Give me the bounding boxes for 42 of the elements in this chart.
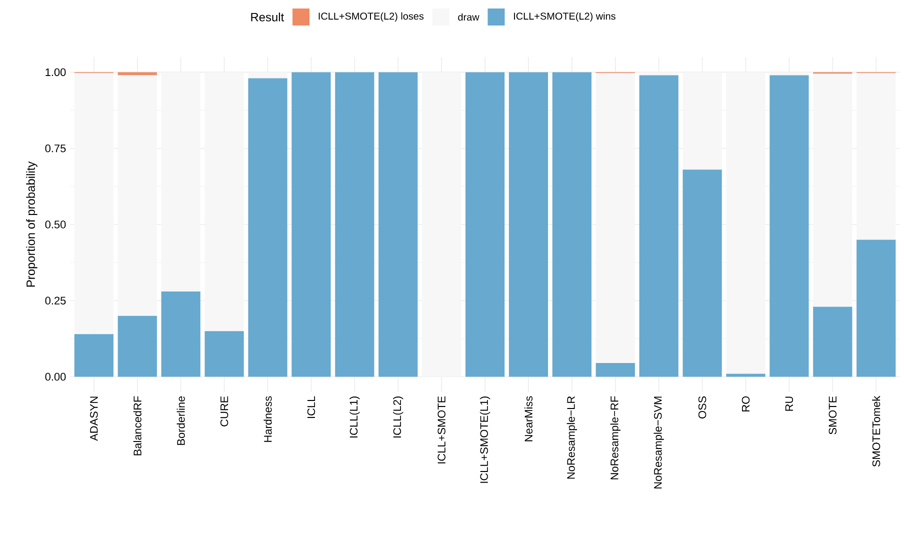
bar (292, 72, 331, 377)
x-tick-label: ICLL(L2) (393, 396, 404, 438)
x-tick-label: SMOTE (828, 396, 837, 434)
x-tick-label: NearMiss (524, 396, 532, 442)
x-tick-label: RU (785, 396, 794, 411)
bar (726, 374, 766, 377)
y-tick-label: 0.25 (45, 296, 66, 305)
y-tick-label: 1.00 (46, 68, 66, 76)
bar (204, 331, 244, 377)
x-tick-label: BalancedRF (133, 396, 142, 456)
x-tick-label: ICLL+SMOTE(L1) (480, 396, 490, 483)
bar (118, 316, 157, 377)
x-tick-label: ICLL+SMOTE (438, 396, 446, 464)
y-axis-title: Proportion of probability (26, 161, 38, 287)
x-tick-label: NoResample−SVM (654, 396, 664, 488)
bar (596, 363, 635, 377)
legend-title: Result (251, 12, 284, 22)
bar (508, 72, 548, 377)
legend-label: draw (458, 13, 480, 21)
bar (552, 72, 592, 377)
legend-label: ICLL+SMOTE(L2) loses (318, 12, 424, 22)
x-tick-label: ICLL(L1) (350, 396, 360, 438)
y-tick-label: 0.75 (45, 144, 66, 152)
x-tick-label: NoResample−RF (610, 396, 620, 480)
legend-label: ICLL+SMOTE(L2) wins (514, 12, 616, 22)
x-tick-label: Hardness (264, 396, 272, 442)
x-tick-label: Borderline (176, 396, 185, 445)
x-tick-label: CURE (220, 396, 228, 426)
y-tick-label: 0.50 (45, 220, 66, 228)
bar (118, 72, 157, 76)
x-tick-label: SMOTETomek (872, 396, 880, 467)
x-tick-label: RO (742, 396, 750, 412)
bar (74, 334, 114, 377)
bar (335, 72, 374, 377)
bar (378, 72, 418, 377)
bar (813, 306, 852, 377)
x-tick-label: ICLL (307, 396, 316, 418)
x-tick-label: NoResample−LR (566, 396, 578, 479)
x-tick-label: ADASYN (90, 396, 98, 441)
y-tick-label: 0.00 (45, 372, 66, 381)
bar (465, 72, 505, 377)
x-tick-label: OSS (698, 396, 706, 418)
